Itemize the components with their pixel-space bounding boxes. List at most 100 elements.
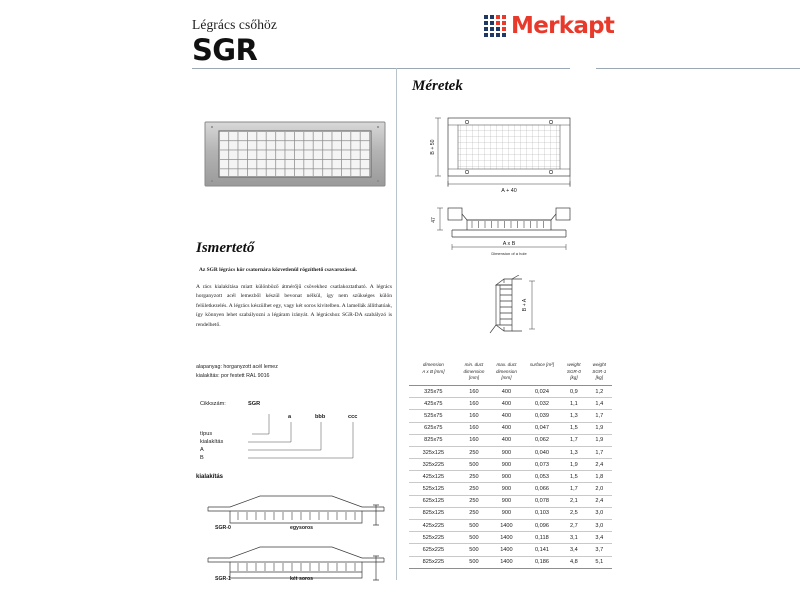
col-header-min-duct: min. duct dimension [mm]	[457, 360, 491, 386]
code-legend-tipus: típus	[200, 431, 213, 437]
material-label: alapanyag:	[196, 364, 222, 370]
table-cell: 2,0	[586, 482, 612, 496]
table-cell: 1400	[490, 543, 523, 557]
article-code-diagram: Cikkszám: SGR a bbb ccc típus kialakítás…	[196, 392, 396, 472]
table-cell: 160	[457, 385, 491, 399]
profile-1-name: SGR-1	[215, 576, 231, 582]
finish-label: kialakítás:	[196, 372, 220, 379]
table-cell: 0,047	[522, 422, 562, 435]
code-token-bbb: bbb	[315, 414, 326, 420]
table-cell: 4,8	[561, 556, 587, 569]
config-section-label: kialakítás	[196, 474, 224, 480]
table-cell: 3,0	[586, 519, 612, 533]
table-cell: 1,7	[586, 446, 612, 460]
table-row: 325x225 500 900 0,073 1,9 2,4	[409, 458, 612, 472]
table-cell: 1400	[490, 519, 523, 533]
drawing-front-view: B + 50 A + 40	[424, 112, 594, 194]
product-photo	[200, 112, 390, 196]
col-header-dimension: dimension A x B [mm]	[409, 360, 458, 386]
table-cell: 1,9	[561, 458, 587, 472]
table-cell: 900	[490, 470, 523, 484]
table-cell: 500	[457, 458, 491, 472]
table-cell: 1,5	[561, 470, 587, 484]
table-cell: 900	[490, 482, 523, 496]
specifications-table: dimension A x B [mm] min. duct dimension [m…	[409, 360, 612, 569]
table-cell: 825x125	[409, 507, 458, 521]
table-cell: 0,141	[522, 543, 562, 557]
table-cell: 2,4	[586, 495, 612, 508]
header-rule-left	[192, 68, 570, 69]
table-cell: 500	[457, 519, 491, 533]
table-cell: 3,7	[586, 543, 612, 557]
table-cell: 325x75	[409, 385, 458, 399]
table-cell: 1400	[490, 556, 523, 569]
header-rule-right	[596, 68, 800, 69]
code-label: Cikkszám:	[200, 401, 226, 407]
table-cell: 400	[490, 409, 523, 423]
table-cell: 1,8	[586, 470, 612, 484]
logo-wordmark: Merkapt	[511, 13, 615, 39]
table-cell: 1,7	[561, 434, 587, 447]
iso-view-dim: B + A	[522, 298, 528, 311]
table-cell: 500	[457, 556, 491, 569]
col-header-weight-sgr1: weight SGR-1 [kg]	[586, 360, 612, 386]
table-cell: 0,073	[522, 458, 562, 472]
side-view-caption: Dimension of a hole	[491, 251, 527, 256]
section-title-meretek: Méretek	[412, 78, 463, 94]
table-cell: 500	[457, 531, 491, 545]
col-header-weight-sgr0: weight SGR-0 [kg]	[561, 360, 587, 386]
table-cell: 1,3	[561, 409, 587, 423]
table-cell: 0,032	[522, 397, 562, 411]
table-cell: 2,4	[586, 458, 612, 472]
table-cell: 0,186	[522, 556, 562, 569]
table-cell: 0,066	[522, 482, 562, 496]
table-cell: 250	[457, 470, 491, 484]
table-cell: 1,7	[586, 409, 612, 423]
front-view-horizontal-dim: A + 40	[501, 188, 516, 194]
table-row: 525x225 500 1400 0,118 3,1 3,4	[409, 531, 612, 545]
table-row: 625x125 250 900 0,078 2,1 2,4	[409, 495, 612, 508]
side-view-height-dim: 47	[431, 217, 437, 223]
table-cell: 1,5	[561, 422, 587, 435]
table-cell: 160	[457, 434, 491, 447]
table-cell: 160	[457, 409, 491, 423]
table-row: 625x225 500 1400 0,141 3,4 3,7	[409, 543, 612, 557]
drawing-side-view: 47 A x B Dimension of a hole	[424, 200, 594, 262]
col-header-max-duct: max. duct dimension [mm]	[490, 360, 523, 386]
table-cell: 0,9	[561, 385, 587, 399]
table-body: 325x75 160 400 0,024 0,9 1,2 425x75 160 400 0,032…	[409, 385, 612, 569]
code-value: SGR	[248, 401, 261, 407]
table-cell: 400	[490, 434, 523, 447]
table-row: 425x225 500 1400 0,096 2,7 3,0	[409, 519, 612, 533]
code-legend-kialakitas: kialakítás	[200, 439, 224, 445]
code-legend-b: B	[200, 455, 204, 461]
table-cell: 0,024	[522, 385, 562, 399]
finish-value: por festett	[221, 372, 245, 379]
profile-0-description: egysoros	[290, 525, 314, 531]
table-cell: 525x75	[409, 409, 458, 423]
table-cell: 250	[457, 482, 491, 496]
table-cell: 0,040	[522, 446, 562, 460]
table-row: 525x125 250 900 0,066 1,7 2,0	[409, 482, 612, 496]
table-cell: 3,0	[586, 507, 612, 521]
table-cell: 0,039	[522, 409, 562, 423]
code-legend-a: A	[200, 447, 204, 453]
profile-0-name: SGR-0	[215, 525, 231, 531]
table-row: 825x225 500 1400 0,186 4,8 5,1	[409, 556, 612, 569]
table-cell: 900	[490, 446, 523, 460]
table-cell: 625x125	[409, 495, 458, 508]
table-cell: 525x125	[409, 482, 458, 496]
table-cell: 625x225	[409, 543, 458, 557]
material-spec-block: alapanyag: horganyzott acél lemez kialak…	[196, 363, 396, 380]
table-row: 525x75 160 400 0,039 1,3 1,7	[409, 409, 612, 423]
table-cell: 1400	[490, 531, 523, 545]
profile-1-description: két soros	[290, 576, 314, 582]
table-row: 825x125 250 900 0,103 2,5 3,0	[409, 507, 612, 521]
table-cell: 0,103	[522, 507, 562, 521]
merkapt-grid-logo-icon	[484, 15, 506, 37]
table-cell: 500	[457, 543, 491, 557]
column-divider	[396, 68, 397, 580]
table-cell: 1,3	[561, 446, 587, 460]
table-cell: 250	[457, 495, 491, 508]
table-cell: 425x75	[409, 397, 458, 411]
